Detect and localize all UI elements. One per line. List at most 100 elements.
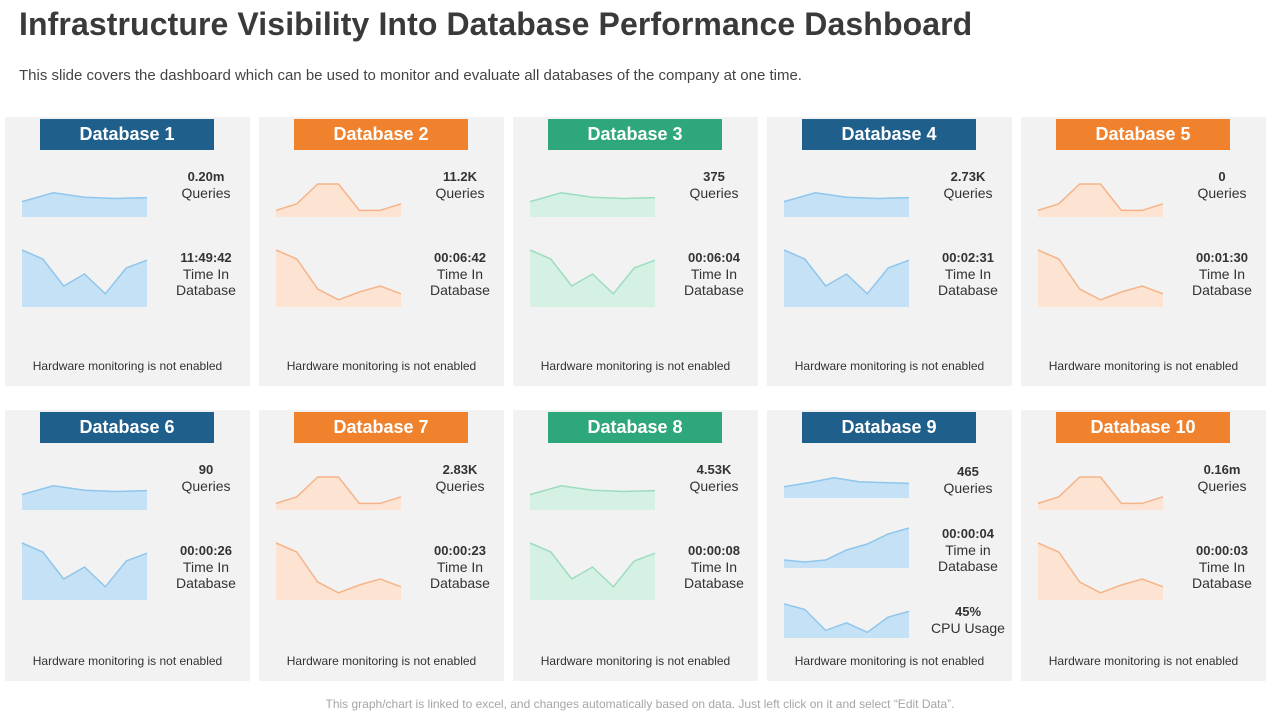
metric-value: 90 <box>198 462 214 477</box>
queries-sparkline-line <box>783 477 910 488</box>
metric-value: 465 <box>957 464 979 479</box>
metric-readout: 375 Queries <box>675 169 753 201</box>
database-title: Database 5 <box>1056 119 1230 150</box>
metric-label: Queries <box>689 185 739 201</box>
metric-value: 2.73K <box>950 169 986 184</box>
database-panel: Database 8 4.53K Queries 00:00:08 Time In Da… <box>513 410 758 681</box>
hardware-status: Hardware monitoring is not enabled <box>32 654 223 668</box>
page-subtitle: This slide covers the dashboard which ca… <box>19 67 802 84</box>
sparkline-charts <box>275 183 402 307</box>
metric-label: Time In Database <box>1192 266 1252 298</box>
hardware-status: Hardware monitoring is not enabled <box>794 359 985 373</box>
database-panel: Database 6 90 Queries 00:00:26 Time In Datab… <box>5 410 250 681</box>
database-panel: Database 4 2.73K Queries 00:02:31 Time In Da… <box>767 117 1012 386</box>
database-panel: Database 1 0.20m Queries 11:49:42 Time In Da… <box>5 117 250 386</box>
time-sparkline-area <box>784 250 909 307</box>
metric-value: 375 <box>703 169 725 184</box>
metric-readout: 00:00:26 Time In Database <box>167 543 245 591</box>
hardware-status: Hardware monitoring is not enabled <box>1048 654 1239 668</box>
queries-sparkline-line <box>1037 476 1164 505</box>
database-panel: Database 3 375 Queries 00:06:04 Time In Data… <box>513 117 758 386</box>
queries-sparkline-area <box>784 477 909 498</box>
time-sparkline-line <box>1037 249 1164 301</box>
metric-value: 45% <box>954 604 982 619</box>
database-panel: Database 9 465 Queries 00:00:04 Time in Data… <box>767 410 1012 681</box>
metric-value: 00:01:30 <box>1195 250 1249 265</box>
time-sparkline-area <box>530 543 655 600</box>
time-sparkline-area <box>276 250 401 307</box>
metric-readout: 11:49:42 Time In Database <box>167 250 245 298</box>
sparkline-charts <box>21 485 148 600</box>
sparkline-charts <box>1037 183 1164 307</box>
queries-sparkline-line <box>275 476 402 505</box>
metric-label: Time In Database <box>176 266 236 298</box>
database-panel: Database 5 0 Queries 00:01:30 Time In Databa… <box>1021 117 1266 386</box>
metric-value: 00:00:23 <box>433 543 487 558</box>
sparkline-charts <box>1037 476 1164 600</box>
database-title: Database 2 <box>294 119 468 150</box>
time-sparkline-line <box>21 249 148 295</box>
metric-label: Queries <box>181 185 231 201</box>
database-title: Database 4 <box>802 119 976 150</box>
hardware-status: Hardware monitoring is not enabled <box>540 359 731 373</box>
hardware-status: Hardware monitoring is not enabled <box>794 654 985 668</box>
sparkline-charts <box>783 477 910 638</box>
metric-value: 11.2K <box>443 169 477 184</box>
metric-value: 0.20m <box>187 169 225 184</box>
metric-label: Time In Database <box>430 559 490 591</box>
database-title: Database 1 <box>40 119 214 150</box>
hardware-status: Hardware monitoring is not enabled <box>286 359 477 373</box>
time-sparkline-line <box>783 527 910 563</box>
metric-value: 00:02:31 <box>941 250 995 265</box>
metric-readout: 465 Queries <box>929 464 1007 496</box>
queries-sparkline-line <box>529 192 656 203</box>
metric-readout: 0.20m Queries <box>167 169 245 201</box>
sparkline-charts <box>529 485 656 600</box>
metric-value: 4.53K <box>696 462 732 477</box>
queries-sparkline-area <box>1038 184 1163 217</box>
hardware-status: Hardware monitoring is not enabled <box>32 359 223 373</box>
time-sparkline-area <box>22 250 147 307</box>
metric-label: Time In Database <box>1192 559 1252 591</box>
metric-readout: 00:06:04 Time In Database <box>675 250 753 298</box>
metric-readout: 00:01:30 Time In Database <box>1183 250 1261 298</box>
time-sparkline-line <box>275 249 402 301</box>
time-sparkline-area <box>276 543 401 600</box>
metric-readout: 00:00:04 Time in Database <box>929 526 1007 574</box>
time-sparkline-area <box>1038 543 1163 600</box>
metric-value: 00:06:42 <box>433 250 487 265</box>
metric-label: Time In Database <box>938 266 998 298</box>
database-panel: Database 10 0.16m Queries 00:00:03 Time In D… <box>1021 410 1266 681</box>
queries-sparkline-area <box>276 477 401 510</box>
metric-readout: 2.83K Queries <box>421 462 499 494</box>
metric-value: 00:06:04 <box>687 250 741 265</box>
metric-readout: 00:00:03 Time In Database <box>1183 543 1261 591</box>
metric-readout: 2.73K Queries <box>929 169 1007 201</box>
time-sparkline-line <box>529 542 656 588</box>
hardware-status: Hardware monitoring is not enabled <box>286 654 477 668</box>
metric-value: 11:49:42 <box>180 250 232 265</box>
metric-value: 00:00:04 <box>941 526 995 541</box>
database-title: Database 8 <box>548 412 722 443</box>
metric-label: Queries <box>435 185 485 201</box>
metric-label: Queries <box>943 185 993 201</box>
queries-sparkline-line <box>1037 183 1164 212</box>
metric-label: Time in Database <box>938 542 998 574</box>
metric-readout: 11.2K Queries <box>421 169 499 201</box>
database-title: Database 7 <box>294 412 468 443</box>
time-sparkline-area <box>784 528 909 568</box>
metric-readout: 0 Queries <box>1183 169 1261 201</box>
database-panel: Database 2 11.2K Queries 00:06:42 Time In Da… <box>259 117 504 386</box>
metric-value: 00:00:08 <box>687 543 741 558</box>
sparkline-charts <box>21 192 148 307</box>
time-sparkline-area <box>22 543 147 600</box>
sparkline-charts <box>275 476 402 600</box>
metric-value: 0 <box>1218 169 1226 184</box>
metric-label: Queries <box>1197 478 1247 494</box>
database-panel: Database 7 2.83K Queries 00:00:23 Time In Da… <box>259 410 504 681</box>
queries-sparkline-line <box>529 485 656 496</box>
time-sparkline-line <box>529 249 656 295</box>
cpu-sparkline-line <box>783 603 910 634</box>
page-title: Infrastructure Visibility Into Database … <box>19 6 973 42</box>
time-sparkline-line <box>783 249 910 295</box>
